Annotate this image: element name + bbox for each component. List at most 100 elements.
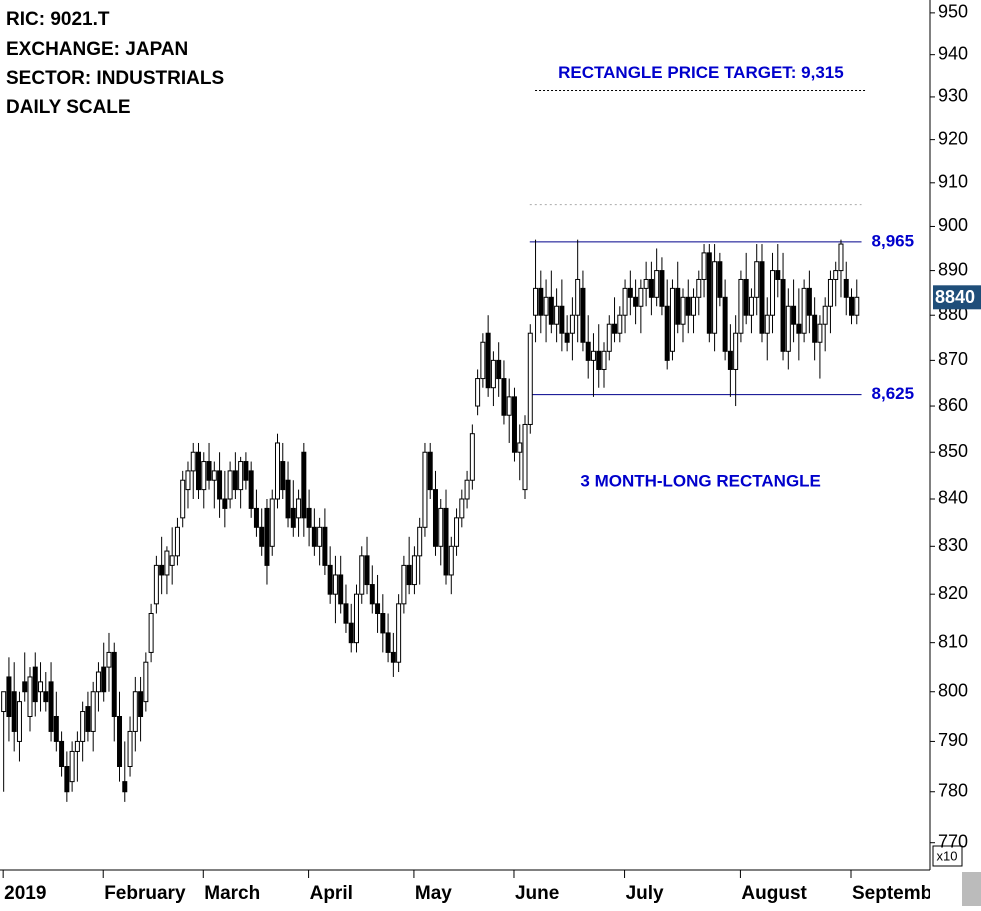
candle bbox=[559, 279, 565, 352]
candle-body bbox=[359, 555, 365, 595]
candle-body bbox=[69, 750, 75, 783]
candle bbox=[174, 517, 180, 566]
candle bbox=[627, 270, 633, 316]
candle-body bbox=[417, 526, 423, 557]
candle bbox=[338, 555, 344, 614]
candle bbox=[159, 536, 165, 595]
candle bbox=[754, 244, 760, 316]
candle bbox=[364, 536, 370, 595]
candle-body bbox=[448, 545, 454, 576]
candle-body bbox=[806, 287, 812, 316]
candle-body bbox=[612, 323, 618, 334]
candle-body bbox=[454, 517, 460, 547]
candle bbox=[53, 691, 59, 752]
candle-body bbox=[680, 296, 686, 325]
scale-note: x10 bbox=[937, 848, 958, 863]
candle bbox=[490, 351, 496, 407]
candle bbox=[685, 279, 691, 334]
candle-body bbox=[232, 470, 238, 491]
candle bbox=[759, 244, 765, 343]
candle bbox=[153, 555, 159, 614]
candle-body bbox=[411, 555, 417, 586]
candle bbox=[432, 470, 438, 556]
candle-body bbox=[53, 715, 59, 742]
candle-body bbox=[132, 691, 138, 732]
candle-body bbox=[664, 305, 670, 361]
candle-body bbox=[211, 470, 217, 481]
candle bbox=[264, 498, 270, 585]
candle-body bbox=[196, 451, 202, 491]
candle-body bbox=[748, 296, 754, 316]
y-tick-label: 900 bbox=[938, 215, 968, 235]
candle-body bbox=[180, 479, 186, 519]
candle-body bbox=[253, 507, 259, 528]
candle-body bbox=[106, 651, 112, 668]
candle-body bbox=[527, 332, 533, 425]
candle-body bbox=[264, 507, 270, 566]
candle-body bbox=[280, 461, 286, 491]
candle bbox=[32, 652, 38, 717]
candle bbox=[706, 244, 712, 343]
x-tick-label: September bbox=[852, 883, 951, 904]
candle-body bbox=[775, 270, 781, 280]
candle bbox=[733, 315, 739, 407]
candle bbox=[11, 662, 17, 752]
candle-body bbox=[701, 252, 707, 280]
candle bbox=[469, 424, 475, 490]
candle bbox=[253, 489, 259, 537]
candle-body bbox=[32, 666, 38, 703]
candle-body bbox=[717, 261, 723, 298]
candle bbox=[206, 442, 212, 490]
candle-body bbox=[285, 479, 291, 519]
candle-body bbox=[169, 555, 175, 566]
candle-body bbox=[274, 442, 280, 500]
candle bbox=[654, 248, 660, 307]
candle-body bbox=[501, 378, 507, 416]
candle bbox=[612, 297, 618, 343]
candle-body bbox=[827, 278, 833, 307]
candle-body bbox=[480, 341, 486, 380]
candle bbox=[80, 701, 86, 762]
scale-note-box bbox=[932, 845, 963, 867]
y-tick-label: 790 bbox=[938, 730, 968, 750]
candle-body bbox=[733, 332, 739, 370]
candle bbox=[280, 442, 286, 499]
candle-body bbox=[669, 287, 675, 352]
candle-body bbox=[427, 451, 433, 491]
candle bbox=[617, 306, 623, 343]
candle-body bbox=[138, 691, 144, 717]
candle-body bbox=[506, 396, 512, 416]
candle bbox=[712, 244, 718, 352]
candle bbox=[538, 270, 544, 334]
y-tick-label: 890 bbox=[938, 259, 968, 279]
candle bbox=[290, 480, 296, 537]
candle bbox=[596, 324, 602, 388]
last-price-label: 8840 bbox=[935, 287, 975, 307]
candle bbox=[664, 279, 670, 370]
candle-body bbox=[243, 461, 249, 481]
candle-body bbox=[327, 564, 333, 595]
candle bbox=[43, 672, 49, 712]
header-line: EXCHANGE: JAPAN bbox=[6, 39, 188, 60]
candle bbox=[448, 536, 454, 595]
candle-body bbox=[269, 498, 275, 547]
candle-body bbox=[122, 781, 128, 793]
candle-body bbox=[222, 498, 228, 509]
candle-body bbox=[185, 470, 191, 491]
candle-body bbox=[153, 564, 159, 605]
candle-body bbox=[533, 287, 539, 316]
candle bbox=[132, 676, 138, 752]
candle-body bbox=[59, 740, 65, 768]
candle bbox=[16, 691, 22, 762]
candle bbox=[438, 498, 444, 566]
candle bbox=[669, 279, 675, 361]
candle-body bbox=[517, 442, 523, 453]
candle bbox=[454, 508, 460, 556]
header-line: RIC: 9021.T bbox=[6, 9, 110, 30]
candle bbox=[185, 461, 191, 509]
candle bbox=[375, 574, 381, 633]
candle-body bbox=[580, 287, 586, 343]
candle-body bbox=[43, 691, 49, 703]
candle-body bbox=[338, 574, 344, 605]
candle-body bbox=[464, 479, 470, 500]
